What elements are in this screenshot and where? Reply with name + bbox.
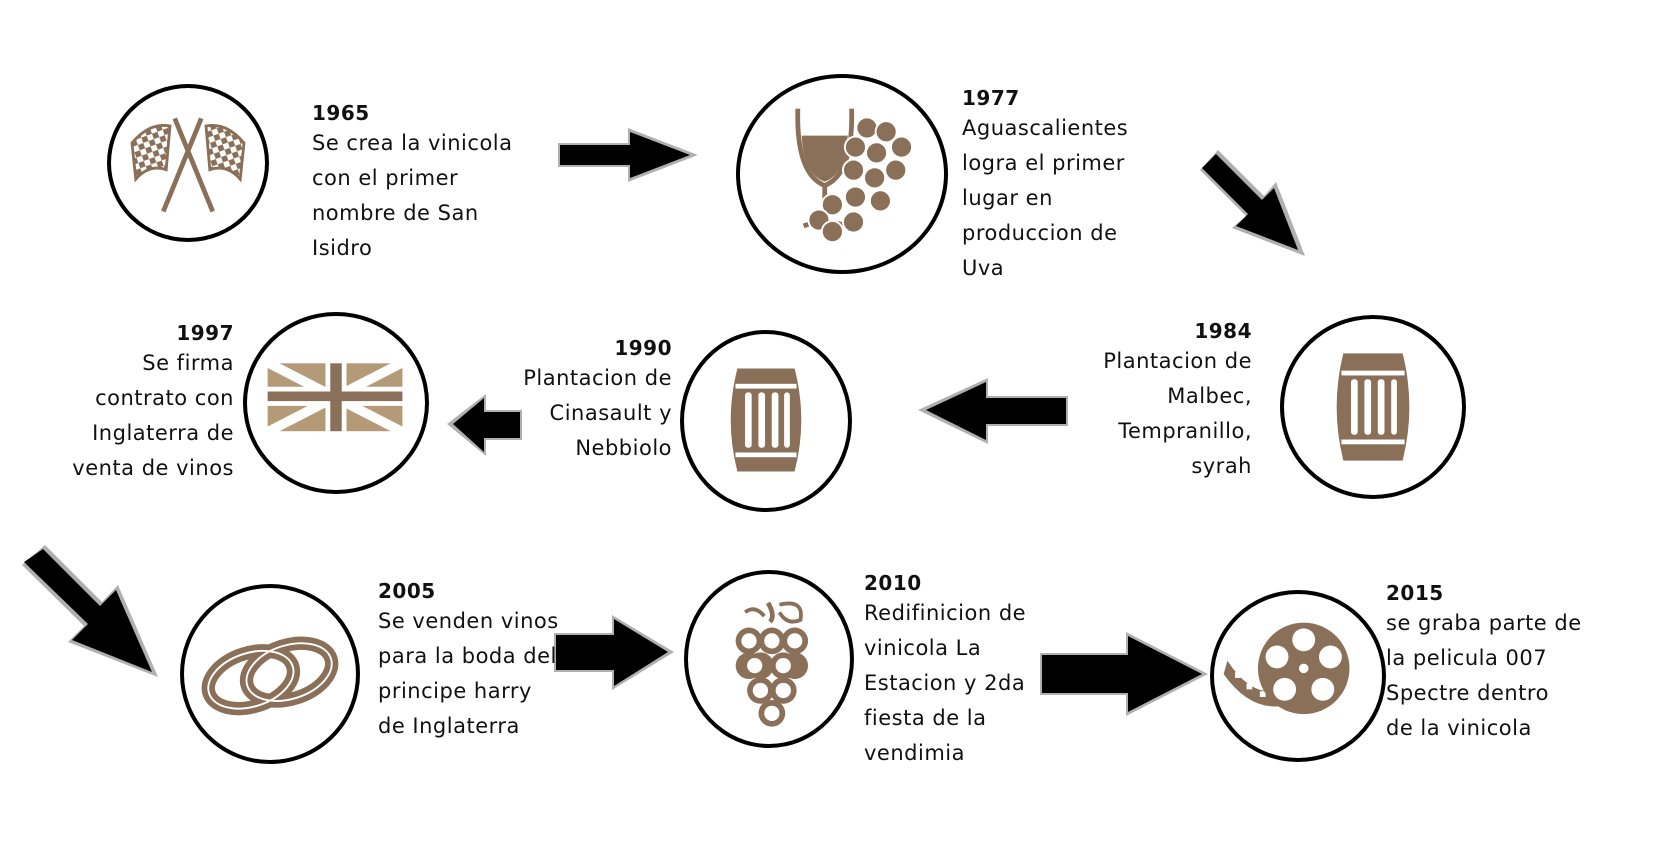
event-2010-text: 2010 Redifinicion de vinicola La Estacio… (864, 570, 1026, 771)
event-1984-text: 1984 Plantacion de Malbec, Tempranillo, … (1080, 318, 1252, 484)
event-2005-text: 2005 Se venden vinos para la boda del pr… (378, 578, 559, 744)
event-line: Malbec, (1167, 384, 1252, 408)
event-1984-icon-circle (1280, 315, 1466, 499)
event-line: Estacion y 2da (864, 671, 1026, 695)
event-line: principe harry (378, 679, 532, 703)
wedding-rings-icon (201, 636, 339, 716)
event-line: de la vinicola (1386, 716, 1532, 740)
film-reel-icon (1223, 622, 1350, 715)
checkered-flags-icon (130, 117, 246, 213)
event-line: Spectre dentro (1386, 681, 1549, 705)
arrow-right-icon (558, 128, 698, 182)
event-2015-text: 2015 se graba parte de la pelicula 007 S… (1386, 580, 1582, 746)
event-line: la pelicula 007 (1386, 646, 1548, 670)
event-line: contrato con (95, 386, 234, 410)
arrow-down-right-icon (1200, 150, 1305, 256)
event-line: de Inglaterra (378, 714, 520, 738)
event-year: 1965 (312, 101, 370, 125)
event-year: 1990 (614, 336, 672, 360)
event-1997-text: 1997 Se firma contrato con Inglaterra de… (60, 320, 234, 486)
event-year: 2005 (378, 579, 436, 603)
event-line: Se crea la vinicola (312, 131, 513, 155)
event-line: vinicola La (864, 636, 982, 660)
event-1965-text: 1965 Se crea la vinicola con el primer n… (312, 100, 513, 266)
grapes-bunch-icon (735, 601, 809, 727)
event-year: 2015 (1386, 581, 1444, 605)
event-2015-icon-circle (1210, 590, 1386, 762)
event-line: Tempranillo, (1118, 419, 1252, 443)
event-line: Plantacion de (1103, 349, 1252, 373)
event-line: con el primer (312, 166, 459, 190)
event-line: fiesta de la (864, 706, 987, 730)
event-line: Cinasault y (549, 401, 672, 425)
event-year: 2010 (864, 571, 922, 595)
event-1965-icon-circle (107, 84, 269, 242)
arrow-right-icon (554, 615, 674, 690)
event-line: Se venden vinos (378, 609, 559, 633)
event-line: lugar en (962, 186, 1053, 210)
event-line: Inglaterra de (92, 421, 234, 445)
event-line: Uva (962, 256, 1005, 280)
event-line: vendimia (864, 741, 965, 765)
arrow-right-icon (1040, 632, 1208, 716)
event-year: 1977 (962, 86, 1020, 110)
event-line: produccion de (962, 221, 1118, 245)
event-line: Plantacion de (523, 366, 672, 390)
event-1990-text: 1990 Plantacion de Cinasault y Nebbiolo (500, 335, 672, 466)
wine-glass-grapes-icon (795, 108, 914, 244)
event-year: 1997 (176, 321, 234, 345)
event-line: nombre de San (312, 201, 479, 225)
barrel-icon (1336, 353, 1410, 461)
event-line: para la boda del (378, 644, 557, 668)
event-line: logra el primer (962, 151, 1125, 175)
event-line: Redifinicion de (864, 601, 1027, 625)
barrel-icon (730, 368, 802, 472)
event-1997-icon-circle (243, 312, 429, 494)
event-line: Se firma (142, 351, 234, 375)
event-line: Isidro (312, 236, 373, 260)
event-2005-icon-circle (180, 584, 360, 764)
event-line: Aguascalientes (962, 116, 1129, 140)
event-line: Nebbiolo (575, 436, 672, 460)
event-line: venta de vinos (72, 456, 234, 480)
union-jack-flag-icon (264, 357, 407, 437)
arrow-left-icon (918, 378, 1068, 444)
event-2010-icon-circle (684, 570, 854, 748)
event-1977-text: 1977 Aguascalientes logra el primer luga… (962, 85, 1128, 286)
event-1977-icon-circle (736, 74, 948, 274)
arrow-left-icon (447, 394, 522, 456)
arrow-down-right-icon (22, 545, 158, 677)
event-line: syrah (1191, 454, 1252, 478)
event-1990-icon-circle (680, 330, 852, 512)
event-year: 1984 (1194, 319, 1252, 343)
event-line: se graba parte de (1386, 611, 1582, 635)
